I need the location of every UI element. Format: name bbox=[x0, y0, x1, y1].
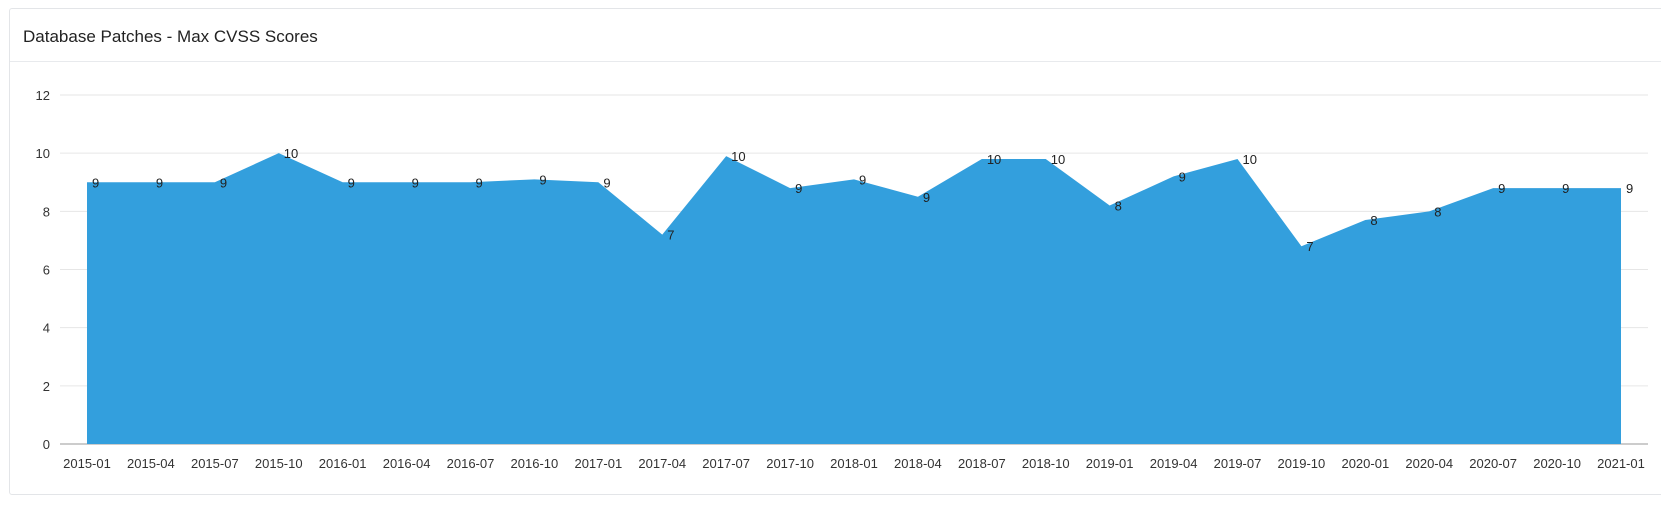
x-tick-label: 2015-07 bbox=[191, 456, 239, 471]
x-tick-label: 2020-04 bbox=[1405, 456, 1453, 471]
data-label: 10 bbox=[1051, 152, 1065, 167]
x-tick-label: 2020-10 bbox=[1533, 456, 1581, 471]
data-label: 9 bbox=[1562, 181, 1569, 196]
data-label: 9 bbox=[1179, 169, 1186, 184]
data-label: 9 bbox=[156, 175, 163, 190]
x-tick-label: 2016-07 bbox=[447, 456, 495, 471]
data-label: 7 bbox=[1306, 239, 1313, 254]
x-tick-label: 2015-04 bbox=[127, 456, 175, 471]
y-tick-label: 10 bbox=[36, 146, 50, 161]
data-label: 8 bbox=[1370, 213, 1377, 228]
x-tick-label: 2019-07 bbox=[1214, 456, 1262, 471]
y-tick-label: 2 bbox=[43, 379, 50, 394]
x-tick-label: 2020-01 bbox=[1341, 456, 1389, 471]
data-label: 10 bbox=[1243, 152, 1257, 167]
data-label: 8 bbox=[1434, 204, 1441, 219]
y-tick-label: 12 bbox=[36, 88, 50, 103]
data-label: 9 bbox=[795, 181, 802, 196]
x-tick-label: 2018-04 bbox=[894, 456, 942, 471]
data-label: 9 bbox=[859, 172, 866, 187]
data-label: 10 bbox=[987, 152, 1001, 167]
data-label: 9 bbox=[220, 175, 227, 190]
data-label: 10 bbox=[284, 146, 298, 161]
x-tick-label: 2015-01 bbox=[63, 456, 111, 471]
x-tick-label: 2016-01 bbox=[319, 456, 367, 471]
y-tick-label: 0 bbox=[43, 437, 50, 452]
x-tick-label: 2015-10 bbox=[255, 456, 303, 471]
data-label: 9 bbox=[92, 175, 99, 190]
x-tick-label: 2018-07 bbox=[958, 456, 1006, 471]
x-tick-label: 2017-04 bbox=[638, 456, 686, 471]
x-tick-label: 2018-10 bbox=[1022, 456, 1070, 471]
panel-title: Database Patches - Max CVSS Scores bbox=[23, 27, 318, 46]
data-label: 9 bbox=[539, 172, 546, 187]
data-label: 9 bbox=[603, 175, 610, 190]
data-label: 7 bbox=[667, 228, 674, 243]
x-tick-label: 2019-10 bbox=[1278, 456, 1326, 471]
x-tick-label: 2019-01 bbox=[1086, 456, 1134, 471]
y-tick-label: 4 bbox=[43, 321, 50, 336]
data-label: 9 bbox=[1626, 181, 1633, 196]
panel-header: Database Patches - Max CVSS Scores bbox=[10, 9, 1661, 62]
x-tick-label: 2017-10 bbox=[766, 456, 814, 471]
x-tick-label: 2020-07 bbox=[1469, 456, 1517, 471]
x-tick-label: 2018-01 bbox=[830, 456, 878, 471]
data-label: 9 bbox=[348, 175, 355, 190]
data-label: 10 bbox=[731, 149, 745, 164]
series-area bbox=[87, 153, 1621, 444]
x-tick-label: 2021-01 bbox=[1597, 456, 1645, 471]
y-tick-label: 8 bbox=[43, 204, 50, 219]
x-tick-label: 2019-04 bbox=[1150, 456, 1198, 471]
data-label: 9 bbox=[476, 175, 483, 190]
data-label: 8 bbox=[1115, 199, 1122, 214]
x-tick-label: 2017-07 bbox=[702, 456, 750, 471]
y-tick-label: 6 bbox=[43, 263, 50, 278]
x-tick-label: 2017-01 bbox=[574, 456, 622, 471]
data-label: 9 bbox=[1498, 181, 1505, 196]
data-label: 9 bbox=[923, 190, 930, 205]
x-tick-label: 2016-04 bbox=[383, 456, 431, 471]
data-label: 9 bbox=[412, 175, 419, 190]
x-tick-label: 2016-10 bbox=[511, 456, 559, 471]
